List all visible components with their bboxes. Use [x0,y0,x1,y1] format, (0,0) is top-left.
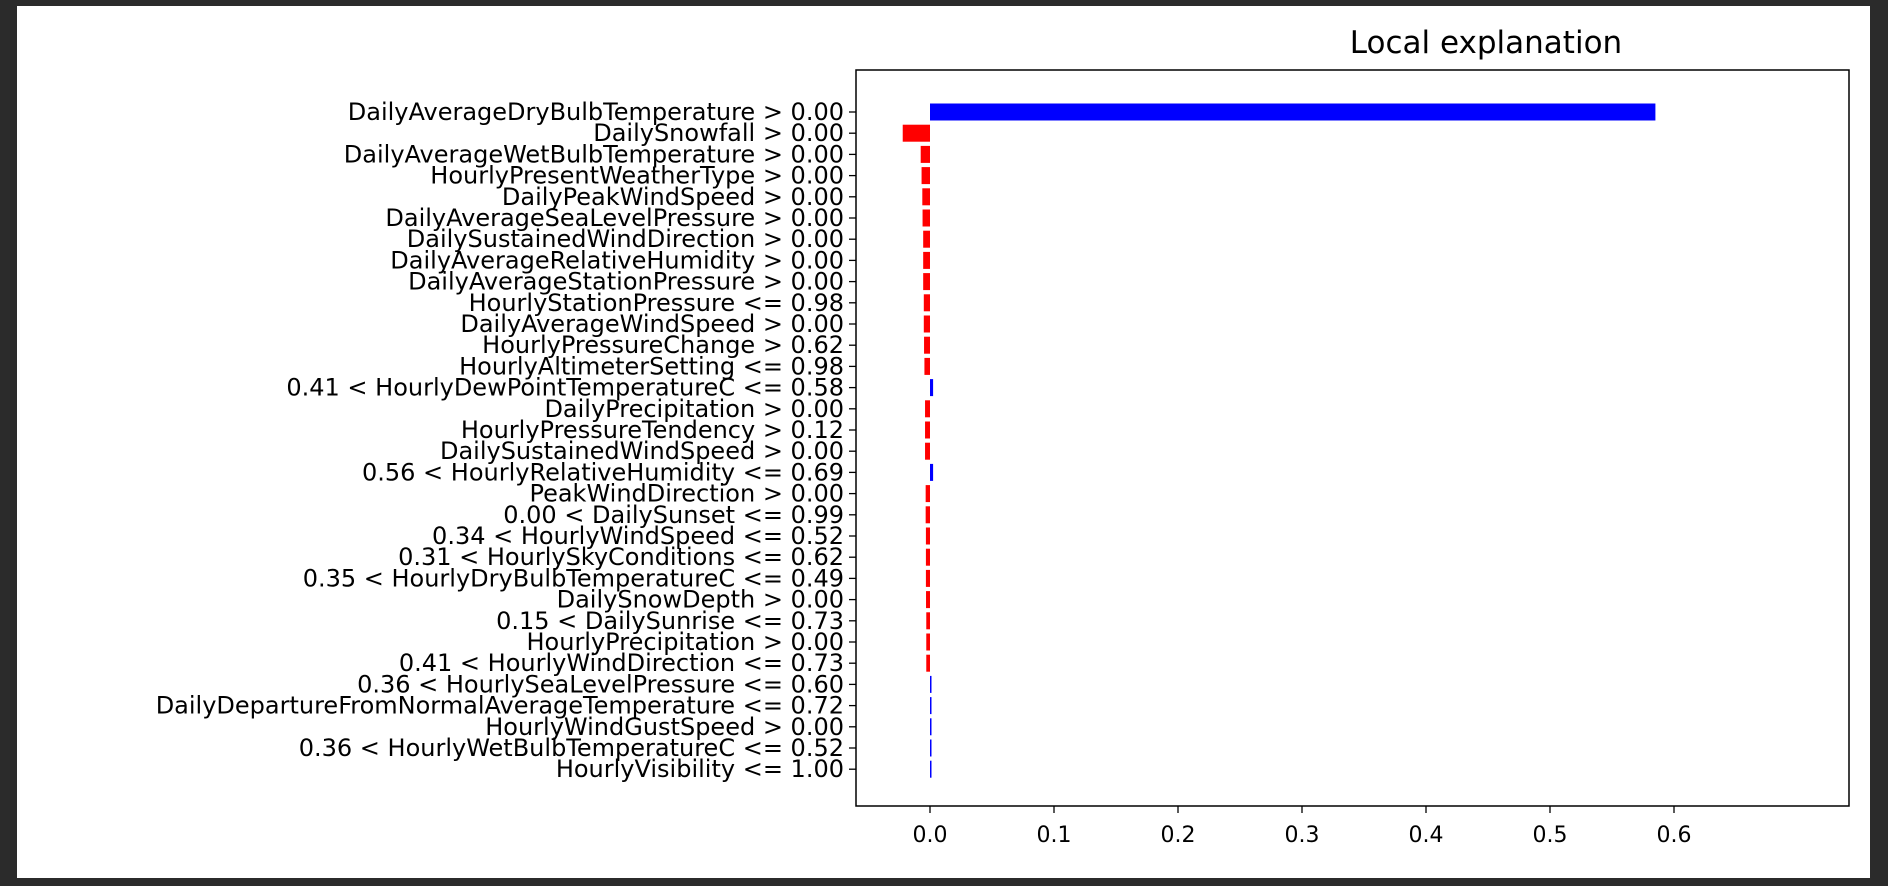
y-tick-label: DailyAverageWetBulbTemperature > 0.00 [344,140,844,168]
y-tick-label: DailyAverageRelativeHumidity > 0.00 [390,246,844,274]
y-tick-label: 0.36 < HourlyWetBulbTemperatureC <= 0.52 [299,734,844,762]
y-tick-label: DailySnowfall > 0.00 [593,119,844,147]
y-tick-label: DailyPrecipitation > 0.00 [544,395,844,423]
bar [925,400,930,418]
y-tick-label: HourlyPressureChange > 0.62 [482,331,844,359]
bar [922,209,930,227]
figure-background [17,6,1870,878]
y-tick-label: PeakWindDirection > 0.00 [529,480,844,508]
chart-title: Local explanation [1350,25,1622,61]
x-tick-label: 0.1 [1037,823,1072,848]
y-tick-label: DailyDepartureFromNormalAverageTemperatu… [156,692,844,720]
y-axis: DailyAverageDryBulbTemperature > 0.00Dai… [156,98,856,783]
x-tick-label: 0.3 [1285,823,1320,848]
y-tick-label: DailySnowDepth > 0.00 [557,586,844,614]
y-tick-label: HourlyPrecipitation > 0.00 [527,628,845,656]
y-tick-label: 0.41 < HourlyWindDirection <= 0.73 [399,649,844,677]
bar [902,124,930,142]
x-tick-label: 0.5 [1533,823,1568,848]
bar [930,103,1656,121]
bar [923,251,930,269]
bar [921,167,930,185]
bar [926,654,930,672]
bar [925,569,930,587]
x-axis: 0.0 0.1 0.2 0.3 0.4 0.5 0.6 [913,806,1692,848]
bar [923,294,930,312]
bar [925,527,930,545]
bar [926,633,930,651]
bar [930,675,932,693]
y-tick-label: HourlyWindGustSpeed > 0.00 [485,713,844,741]
y-tick-label: 0.56 < HourlyRelativeHumidity <= 0.69 [362,458,844,486]
bar [923,273,930,291]
bar [926,591,930,609]
y-tick-label: 0.15 < DailySunrise <= 0.73 [496,607,844,635]
y-tick-label: 0.31 < HourlySkyConditions <= 0.62 [398,543,844,571]
y-tick-label: 0.36 < HourlySeaLevelPressure <= 0.60 [357,670,844,698]
bar [925,506,930,524]
y-tick-label: HourlyAltimeterSetting <= 0.98 [459,352,844,380]
bar [925,548,930,566]
bar [924,357,930,375]
bars-group [902,103,1656,778]
y-tick-label: 0.41 < HourlyDewPointTemperatureC <= 0.5… [286,374,844,402]
x-tick-label: 0.4 [1409,823,1444,848]
y-tick-label: HourlyPresentWeatherType > 0.00 [430,162,844,190]
y-tick-label: 0.35 < HourlyDryBulbTemperatureC <= 0.49 [303,564,844,592]
y-tick-label: 0.34 < HourlyWindSpeed <= 0.52 [432,522,844,550]
y-tick-label: DailyAverageSeaLevelPressure > 0.00 [385,204,844,232]
y-tick-label: DailySustainedWindDirection > 0.00 [407,225,844,253]
bar [930,697,932,715]
bar [924,336,930,354]
bar [930,718,932,736]
y-tick-label: HourlyVisibility <= 1.00 [556,755,844,783]
bar [920,145,930,163]
bar [923,230,930,248]
y-tick-label: 0.00 < DailySunset <= 0.99 [503,501,844,529]
bar [930,760,932,778]
bar [925,421,930,439]
bar [930,463,934,481]
bar [926,612,930,630]
y-tick-label: DailyAverageDryBulbTemperature > 0.00 [348,98,844,126]
bar [930,739,932,757]
bar [925,442,930,460]
bar [922,188,930,206]
y-tick-label: DailySustainedWindSpeed > 0.00 [440,437,844,465]
y-tick-label: DailyPeakWindSpeed > 0.00 [502,183,844,211]
x-tick-label: 0.0 [913,823,948,848]
y-tick-label: DailyAverageStationPressure > 0.00 [408,268,844,296]
bar [925,485,930,503]
y-tick-label: HourlyStationPressure <= 0.98 [469,289,844,317]
x-tick-label: 0.2 [1161,823,1196,848]
y-tick-label: DailyAverageWindSpeed > 0.00 [460,310,844,338]
bar [923,315,930,333]
x-tick-label: 0.6 [1657,823,1692,848]
y-tick-label: HourlyPressureTendency > 0.12 [461,416,844,444]
bar [930,379,934,397]
plot-area [855,69,1850,807]
